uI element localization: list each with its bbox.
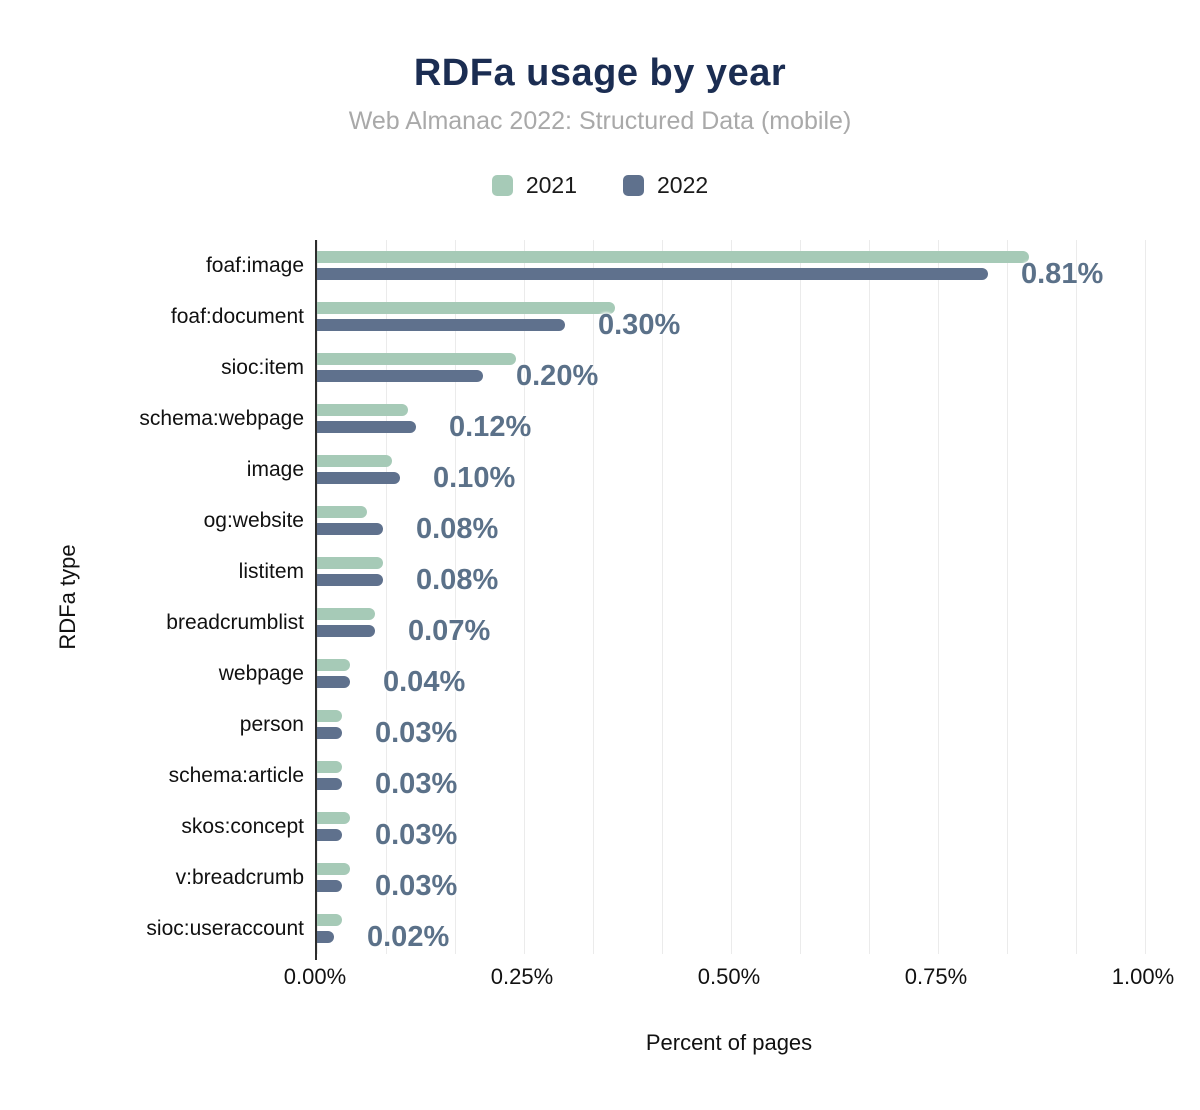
- legend-item-2022: 2022: [623, 172, 708, 199]
- bar-2022: [317, 472, 400, 484]
- x-tick-label: 0.50%: [697, 964, 761, 989]
- value-label: 0.30%: [598, 309, 681, 341]
- category-label: schema:webpage: [139, 406, 304, 430]
- legend-item-2021: 2021: [491, 172, 577, 199]
- bar-2021: [317, 659, 350, 671]
- value-label: 0.07%: [408, 615, 491, 647]
- value-label: 0.02%: [367, 921, 450, 953]
- bar-2022: [317, 727, 342, 739]
- bar-2021: [317, 251, 1029, 263]
- bar-2022: [317, 523, 383, 535]
- x-tick-label: 0.75%: [904, 964, 968, 989]
- value-label: 0.03%: [375, 870, 458, 902]
- bar-2022: [317, 778, 342, 790]
- chart-subtitle: Web Almanac 2022: Structured Data (mobil…: [348, 107, 852, 135]
- value-label: 0.12%: [449, 411, 532, 443]
- bar-2021: [317, 863, 350, 875]
- chart-title: RDFa usage by year: [413, 52, 787, 94]
- value-label: 0.04%: [383, 666, 466, 698]
- bar-2022: [317, 421, 416, 433]
- category-label: person: [239, 712, 304, 736]
- category-label: listitem: [238, 559, 304, 583]
- bar-2022: [317, 829, 342, 841]
- legend-swatch-2022: [623, 175, 644, 196]
- category-label: sioc:item: [221, 355, 304, 379]
- bar-2022: [317, 319, 565, 331]
- category-label: sioc:useraccount: [146, 916, 304, 940]
- legend-label-2021: 2021: [525, 172, 577, 198]
- category-label: foaf:image: [205, 253, 304, 277]
- value-label: 0.10%: [433, 462, 516, 494]
- bar-2021: [317, 710, 342, 722]
- category-label: foaf:document: [170, 304, 304, 328]
- bar-2021: [317, 404, 408, 416]
- value-label: 0.03%: [375, 819, 458, 851]
- category-label: og:website: [203, 508, 304, 532]
- category-label: v:breadcrumb: [175, 865, 304, 889]
- bar-2021: [317, 455, 392, 467]
- bar-2021: [317, 506, 367, 518]
- value-label: 0.08%: [416, 564, 499, 596]
- bar-2021: [317, 761, 342, 773]
- bar-2021: [317, 608, 375, 620]
- value-label: 0.20%: [516, 360, 599, 392]
- x-tick-label: 0.00%: [283, 964, 347, 989]
- x-tick-label: 1.00%: [1111, 964, 1175, 989]
- bar-2021: [317, 914, 342, 926]
- bar-2021: [317, 812, 350, 824]
- bar-2021: [317, 557, 383, 569]
- plot-area: 0.81% 0.30% 0.20% 0.12% 0.10% 0.08% 0.08% 0.07%…: [315, 240, 1167, 954]
- category-label: image: [246, 457, 304, 481]
- x-tick-label: 0.25%: [490, 964, 554, 989]
- bar-2022: [317, 574, 383, 586]
- legend-label-2022: 2022: [657, 172, 709, 198]
- bar-2022: [317, 625, 375, 637]
- category-label: breadcrumblist: [166, 610, 304, 634]
- value-label: 0.03%: [375, 768, 458, 800]
- bar-2021: [317, 353, 516, 365]
- bar-2021: [317, 302, 615, 314]
- x-axis-title: Percent of pages: [645, 1030, 813, 1055]
- value-label: 0.03%: [375, 717, 458, 749]
- bar-2022: [317, 880, 342, 892]
- bar-2022: [317, 931, 334, 943]
- value-label: 0.08%: [416, 513, 499, 545]
- legend-swatch-2021: [491, 175, 513, 196]
- legend: 2021 2022: [0, 172, 1200, 199]
- bar-2022: [317, 268, 988, 280]
- category-label: schema:article: [168, 763, 304, 787]
- value-label: 0.81%: [1021, 258, 1104, 290]
- category-label: webpage: [218, 661, 304, 685]
- x-axis-zero-tick: [315, 954, 317, 960]
- bar-2022: [317, 676, 350, 688]
- category-label: skos:concept: [181, 814, 304, 838]
- bar-2022: [317, 370, 483, 382]
